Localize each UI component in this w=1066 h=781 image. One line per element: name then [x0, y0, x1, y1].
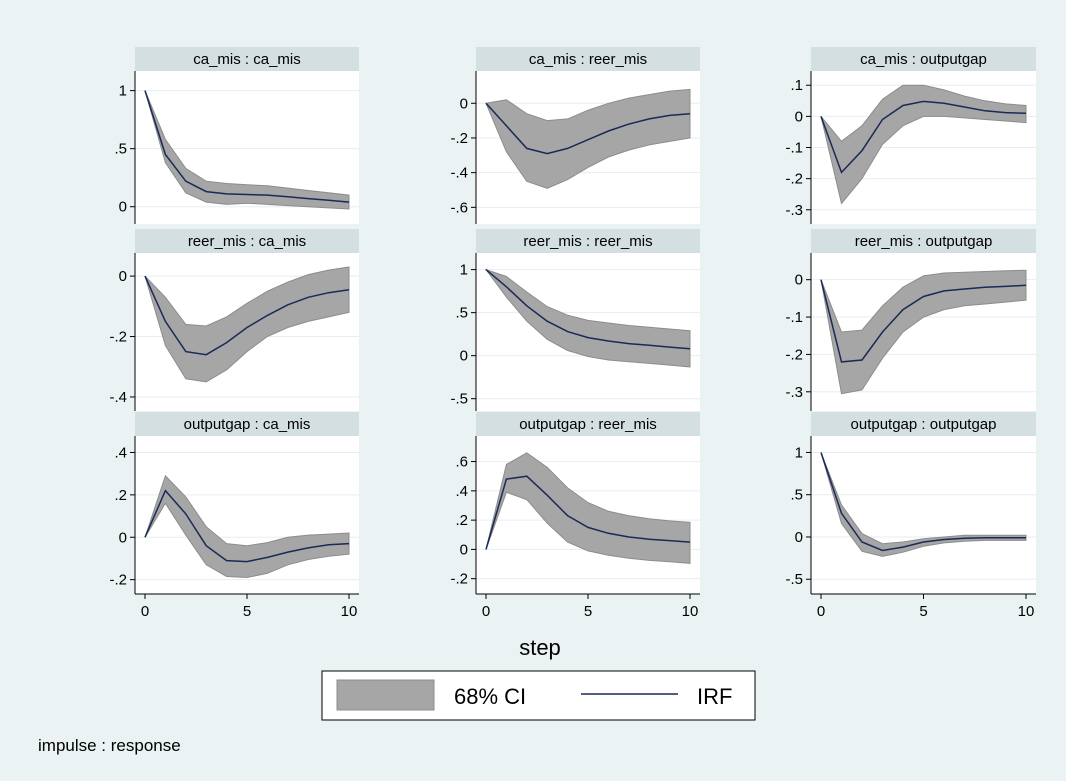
panel-title: outputgap : reer_mis [519, 416, 657, 433]
y-tick-label: .6 [455, 454, 468, 471]
panel-title-bar [135, 47, 359, 71]
y-tick-label: .2 [114, 487, 127, 504]
irf-line [485, 269, 691, 350]
y-tick-label: .4 [455, 483, 468, 500]
y-tick-label: -.6 [450, 199, 468, 216]
irf-line [820, 100, 1027, 174]
y-tick-label: .4 [114, 444, 127, 461]
panel-title-bar [135, 412, 359, 436]
x-tick-label: 5 [919, 603, 927, 620]
y-tick-label: -.2 [785, 346, 803, 363]
ci-band [820, 269, 1027, 395]
y-tick-label: 0 [795, 272, 803, 289]
panel-title-bar [476, 47, 700, 71]
y-tick-label: 0 [119, 268, 127, 285]
y-tick-label: -.1 [785, 140, 803, 157]
y-tick-label: -.5 [785, 571, 803, 588]
panel-title: ca_mis : reer_mis [529, 51, 647, 68]
y-tick-label: -.2 [450, 130, 468, 147]
panel-title: outputgap : ca_mis [184, 416, 311, 433]
irf-line [144, 275, 350, 356]
y-tick-label: -.2 [785, 171, 803, 188]
y-tick-label: -.2 [109, 329, 127, 346]
panel-0: ca_mis : ca_mis 0 .5 1 [114, 47, 359, 224]
irf-line [485, 475, 691, 550]
panel-8: outputgap : outputgap-.50.510 5 10 [785, 412, 1036, 620]
ci-band [485, 452, 691, 564]
y-tick-label: .2 [455, 512, 468, 529]
panel-title: reer_mis : ca_mis [188, 233, 306, 250]
panel-3: reer_mis : ca_mis -.4 -.2 0 [109, 229, 359, 411]
panel-title-bar [811, 229, 1036, 253]
y-tick-label: -.3 [785, 202, 803, 219]
y-tick-label: 0 [460, 95, 468, 112]
irf-line [144, 90, 350, 203]
x-axis-label: step [519, 635, 561, 660]
y-tick-label: -.4 [109, 389, 127, 406]
y-tick-label: .5 [790, 487, 803, 504]
panel-title: ca_mis : outputgap [860, 51, 987, 68]
y-tick-label: .1 [790, 77, 803, 94]
panel-7: outputgap : reer_mis -.2 0 .2 .4 .6 0 5 10 [450, 412, 700, 620]
legend-ci-label: 68% CI [454, 684, 526, 709]
impulse-response-note: impulse : response [38, 736, 181, 755]
panel-title-bar [476, 412, 700, 436]
legend-irf-label: IRF [697, 684, 732, 709]
y-tick-label: -.2 [109, 572, 127, 589]
panel-title-bar [476, 229, 700, 253]
y-tick-label: 1 [460, 262, 468, 279]
x-tick-label: 10 [1018, 603, 1035, 620]
panel-1: ca_mis : reer_mis -.6 -.4 -.2 0 [450, 47, 700, 224]
x-tick-label: 0 [817, 603, 825, 620]
panel-title: ca_mis : ca_mis [193, 51, 301, 68]
y-tick-label: -.5 [450, 391, 468, 408]
panel-title: reer_mis : reer_mis [523, 233, 652, 250]
ci-band [820, 84, 1027, 205]
y-tick-label: 0 [460, 348, 468, 365]
y-tick-label: -.3 [785, 384, 803, 401]
y-tick-label: 0 [795, 108, 803, 125]
y-tick-label: 1 [795, 444, 803, 461]
x-tick-label: 0 [141, 603, 149, 620]
panel-title: outputgap : outputgap [851, 416, 997, 433]
panel-title-bar [135, 229, 359, 253]
x-tick-label: 5 [584, 603, 592, 620]
x-tick-label: 10 [682, 603, 699, 620]
y-tick-label: 1 [119, 83, 127, 100]
y-tick-label: 0 [795, 529, 803, 546]
y-tick-label: 0 [460, 541, 468, 558]
y-tick-label: 0 [119, 529, 127, 546]
panel-5: reer_mis : outputgap -.3 -.2 -.1 0 [785, 229, 1036, 411]
panel-4: reer_mis : reer_mis -.5 0 .5 1 [450, 229, 700, 411]
panel-title-bar [811, 412, 1036, 436]
x-tick-label: 5 [243, 603, 251, 620]
irf-line [485, 102, 691, 155]
panel-6: outputgap : ca_mis -.2 0 .2 .4 0 5 10 [109, 412, 359, 620]
irf-line [820, 452, 1026, 552]
irf-line [820, 279, 1027, 363]
panel-title: reer_mis : outputgap [855, 233, 993, 250]
y-tick-label: -.4 [450, 165, 468, 182]
panels-grid: ca_mis : ca_mis 0 .5 1 ca_mis : reer_mis -.6 -… [109, 47, 1036, 620]
panel-title-bar [811, 47, 1036, 71]
y-tick-label: -.2 [450, 571, 468, 588]
x-tick-label: 0 [482, 603, 490, 620]
y-tick-label: .5 [114, 141, 127, 158]
panel-2: ca_mis : outputgap -.3 -.2 -.1 0 .1 [785, 47, 1036, 224]
legend: 68% CI IRF [321, 670, 756, 721]
irf-line [144, 489, 350, 563]
x-tick-label: 10 [341, 603, 358, 620]
y-tick-label: .5 [455, 305, 468, 322]
legend-ci-swatch [336, 679, 435, 711]
y-tick-label: 0 [119, 199, 127, 216]
y-tick-label: -.1 [785, 309, 803, 326]
